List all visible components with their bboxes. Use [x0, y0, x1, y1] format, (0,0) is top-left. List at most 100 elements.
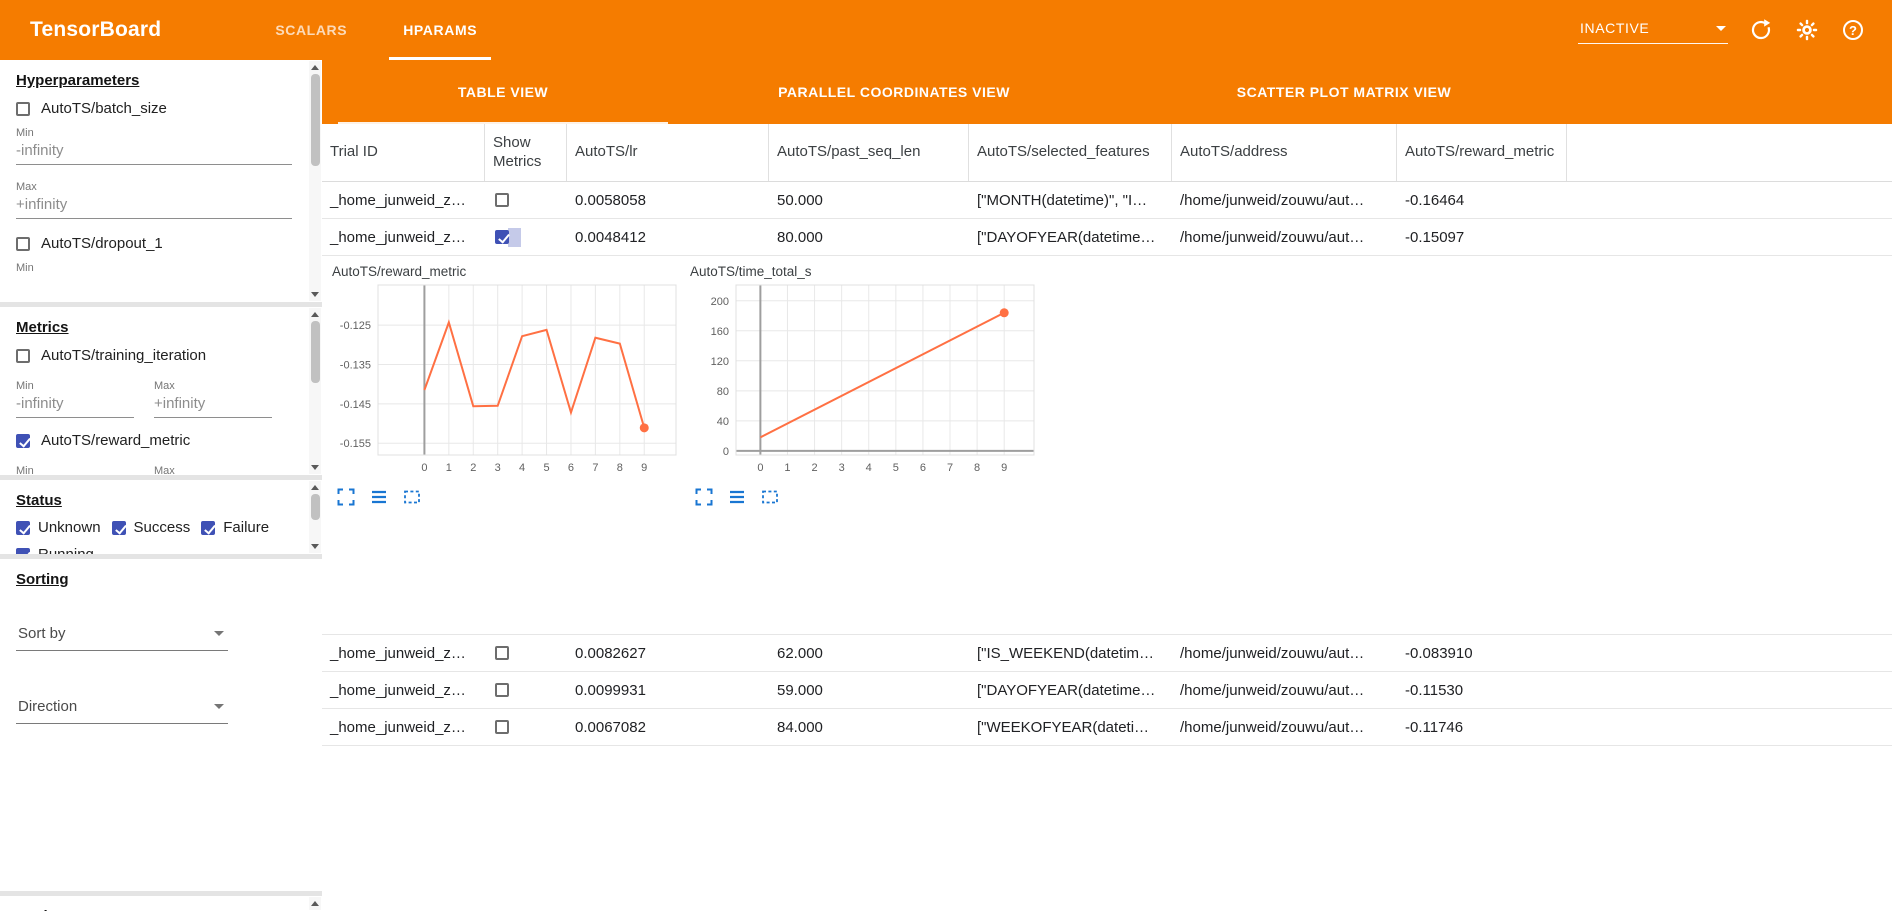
scroll-up-icon[interactable] — [311, 312, 319, 317]
show-metrics-checkbox[interactable] — [495, 193, 509, 207]
reward-metric-cell: -0.083910 — [1405, 644, 1473, 662]
svg-text:0: 0 — [723, 446, 729, 458]
reload-status-dropdown[interactable]: INACTIVE — [1578, 16, 1728, 44]
tab-hparams[interactable]: HPARAMS — [375, 0, 505, 60]
training-iteration-max-input[interactable] — [154, 392, 272, 418]
column-header-past-seq-len[interactable]: AutoTS/past_seq_len — [769, 124, 969, 181]
hparam-item-dropout: AutoTS/dropout_1 — [16, 235, 292, 252]
svg-text:0: 0 — [757, 462, 763, 474]
table-row: _home_junweid_z… 0.0082627 62.000 ["IS_W… — [322, 635, 1892, 672]
column-header-address[interactable]: AutoTS/address — [1172, 124, 1397, 181]
min-label: Min — [16, 465, 34, 475]
session-metrics-charts: AutoTS/reward_metric -0.125 -0.135 -0.145-… — [322, 256, 1892, 517]
min-label: Min — [16, 380, 34, 392]
column-header-reward-metric[interactable]: AutoTS/reward_metric — [1397, 124, 1567, 181]
scrollbar-thumb[interactable] — [310, 494, 320, 520]
sort-by-select[interactable]: Sort by — [16, 620, 228, 651]
show-metrics-checkbox[interactable] — [495, 646, 509, 660]
selected-features-cell: ["DAYOFYEAR(datetime… — [977, 681, 1156, 699]
scrollbar[interactable] — [309, 61, 321, 301]
expand-icon[interactable] — [336, 487, 356, 507]
show-metrics-checkbox[interactable] — [495, 720, 509, 734]
show-metrics-checkbox[interactable] — [495, 683, 509, 697]
show-metrics-checkbox[interactable] — [495, 230, 509, 244]
address-cell: /home/junweid/zouwu/aut… — [1180, 644, 1365, 662]
column-header-show-metrics[interactable]: Show Metrics — [485, 124, 567, 181]
direction-select[interactable]: Direction — [16, 693, 228, 724]
svg-text:5: 5 — [543, 462, 549, 474]
expand-icon[interactable] — [694, 487, 714, 507]
status-heading: Status — [16, 492, 62, 509]
status-item-unknown: Unknown — [16, 519, 101, 536]
trial-id-cell: _home_junweid_z… — [330, 718, 466, 736]
status-unknown-checkbox[interactable] — [16, 520, 30, 535]
metrics-heading: Metrics — [16, 319, 69, 336]
top-bar-actions: INACTIVE — [1578, 16, 1866, 44]
reward-metric-checkbox[interactable] — [16, 433, 30, 448]
status-panel: Status Unknown Success Failure Running — [0, 480, 322, 554]
address-cell: /home/junweid/zouwu/aut… — [1180, 228, 1365, 246]
trial-id-cell: _home_junweid_z… — [330, 191, 466, 209]
status-failure-checkbox[interactable] — [201, 520, 216, 535]
training-iteration-checkbox[interactable] — [16, 348, 30, 363]
marquee-zoom-icon[interactable] — [760, 487, 780, 507]
batch-size-min-input[interactable] — [16, 139, 292, 165]
scrollbar-thumb[interactable] — [310, 321, 320, 383]
direction-value: Direction — [18, 698, 78, 715]
lr-cell: 0.0058058 — [575, 191, 646, 209]
training-iteration-min-input[interactable] — [16, 392, 134, 418]
status-success-checkbox[interactable] — [111, 520, 126, 535]
svg-text:4: 4 — [866, 462, 872, 474]
svg-text:1: 1 — [446, 462, 452, 474]
scroll-up-icon[interactable] — [311, 901, 319, 906]
batch-size-checkbox[interactable] — [16, 101, 30, 116]
scroll-up-icon[interactable] — [311, 65, 319, 70]
app-title: TensorBoard — [30, 18, 162, 41]
past-seq-len-cell: 59.000 — [777, 681, 823, 699]
tab-scalars[interactable]: SCALARS — [275, 22, 348, 38]
tab-scatter-plot-matrix-view[interactable]: SCATTER PLOT MATRIX VIEW — [1236, 84, 1452, 100]
tab-parallel-coordinates-view[interactable]: PARALLEL COORDINATES VIEW — [778, 84, 1010, 100]
lines-icon[interactable] — [369, 487, 389, 507]
marquee-zoom-icon[interactable] — [402, 487, 422, 507]
min-label: Min — [16, 262, 34, 274]
status-running-checkbox[interactable] — [16, 547, 30, 554]
scroll-down-icon[interactable] — [311, 292, 319, 297]
scroll-down-icon[interactable] — [311, 544, 319, 549]
hyperparameters-panel: Hyperparameters AutoTS/batch_size Min Ma… — [0, 60, 322, 302]
lr-cell: 0.0099931 — [575, 681, 646, 699]
scrollbar[interactable] — [309, 308, 321, 474]
address-cell: /home/junweid/zouwu/aut… — [1180, 681, 1365, 699]
lr-cell: 0.0048412 — [575, 228, 646, 246]
help-icon[interactable]: ? — [1840, 17, 1866, 43]
column-header-lr[interactable]: AutoTS/lr — [567, 124, 769, 181]
scrollbar-thumb[interactable] — [310, 74, 320, 166]
column-header-selected-features[interactable]: AutoTS/selected_features — [969, 124, 1172, 181]
table-row: _home_junweid_z… 0.0048412 80.000 ["DAYO… — [322, 219, 1892, 256]
dropout-label: AutoTS/dropout_1 — [41, 235, 163, 252]
chart-title: AutoTS/time_total_s — [690, 264, 812, 279]
svg-text:-0.125: -0.125 — [340, 320, 371, 332]
sort-by-value: Sort by — [18, 625, 66, 642]
svg-text:6: 6 — [568, 462, 574, 474]
lines-icon[interactable] — [727, 487, 747, 507]
gear-icon[interactable] — [1794, 17, 1820, 43]
chevron-down-icon — [214, 704, 224, 709]
tab-table-view[interactable]: TABLE VIEW — [322, 60, 684, 124]
scroll-down-icon[interactable] — [311, 465, 319, 470]
svg-text:40: 40 — [717, 416, 729, 428]
svg-text:4: 4 — [519, 462, 525, 474]
scrollbar[interactable] — [309, 481, 321, 553]
expanded-row-spacer — [322, 517, 1892, 635]
scroll-up-icon[interactable] — [311, 485, 319, 490]
top-nav-tabs: SCALARS HPARAMS — [247, 0, 505, 60]
refresh-icon[interactable] — [1748, 17, 1774, 43]
max-label: Max — [154, 465, 175, 475]
dropout-checkbox[interactable] — [16, 236, 30, 251]
batch-size-max-input[interactable] — [16, 193, 292, 219]
column-header-trial-id[interactable]: Trial ID — [322, 124, 485, 181]
scrollbar[interactable] — [309, 897, 321, 910]
table-row: _home_junweid_z… 0.0099931 59.000 ["DAYO… — [322, 672, 1892, 709]
svg-text:7: 7 — [947, 462, 953, 474]
reward-metric-chart: AutoTS/reward_metric -0.125 -0.135 -0.145-… — [330, 262, 682, 507]
